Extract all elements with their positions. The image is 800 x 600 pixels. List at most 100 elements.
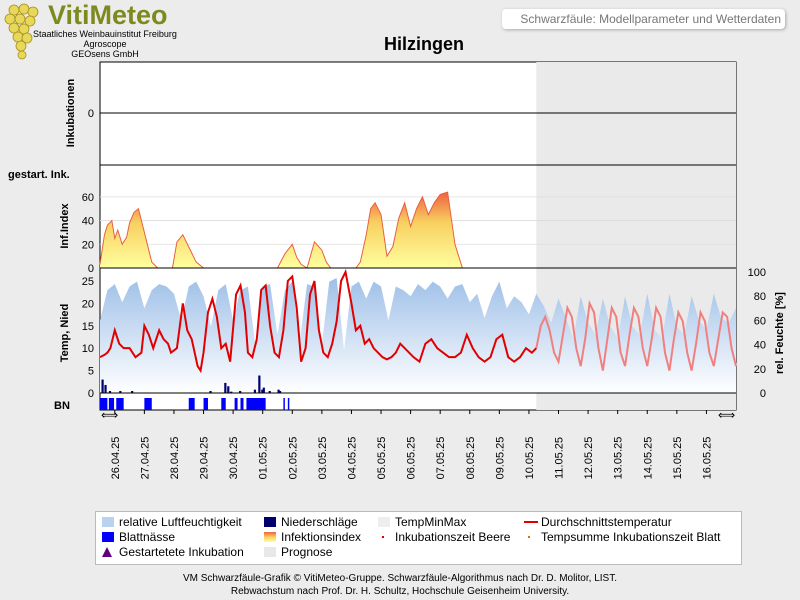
x-tick-label: 01.05.25 — [258, 437, 270, 480]
humidity-tick-label: 20 — [754, 364, 766, 376]
legend-label: Prognose — [281, 545, 333, 559]
leaf-wetness-label: BN — [54, 400, 70, 412]
x-tick-label: 04.05.25 — [346, 437, 358, 480]
scroll-left-arrow: ⟺ — [101, 408, 118, 422]
precipitation-bar — [262, 387, 265, 393]
x-tick-label: 12.05.25 — [583, 437, 595, 480]
footer-line-1: VM Schwarzfäule-Grafik © VitiMeteo-Grupp… — [182, 573, 617, 584]
x-tick-label: 15.05.25 — [672, 437, 684, 480]
legend-label: Niederschläge — [281, 515, 358, 529]
footer: VM Schwarzfäule-Grafik © VitiMeteo-Grupp… — [0, 572, 800, 598]
legend-label: Tempsumme Inkubationszeit Blatt — [541, 530, 721, 544]
legend-label: Durchschnittstemperatur — [541, 515, 672, 529]
triangle-icon — [102, 547, 112, 557]
temp-tick-label: 0 — [88, 388, 94, 400]
x-tick-label: 07.05.25 — [435, 437, 447, 480]
x-tick-label: 16.05.25 — [701, 437, 713, 480]
x-tick-label: 03.05.25 — [317, 437, 329, 480]
infection-tick-label: 20 — [82, 239, 94, 251]
precipitation-bar — [230, 391, 233, 393]
x-tick-label: 26.04.25 — [110, 437, 122, 480]
infection-index-area — [100, 192, 544, 268]
brand-line-2: Agroscope — [83, 39, 127, 49]
infection-tick-label: 40 — [82, 216, 94, 228]
temp-tick-label: 10 — [82, 343, 94, 355]
incubation-tick-label: 0 — [88, 108, 94, 120]
leaf-wetness-bar — [203, 398, 208, 410]
legend-label: Infektionsindex — [281, 530, 362, 544]
chart-area: 0 Inkubationen gestart. Ink. 0 20 40 60 Inf.Ind… — [8, 61, 786, 480]
precipitation-bar — [278, 390, 282, 393]
precipitation-bar — [239, 390, 242, 393]
started-incubation-label: gestart. Ink. — [8, 169, 70, 181]
legend-label: Gestartetete Inkubation — [119, 545, 244, 559]
x-tick-label: 02.05.25 — [287, 437, 299, 480]
precipitation-bar — [108, 390, 112, 393]
humidity-tick-label: 0 — [760, 388, 766, 400]
infection-axis-label: Inf.Index — [59, 203, 71, 249]
x-tick-label: 29.04.25 — [199, 437, 211, 480]
humidity-tick-label: 40 — [754, 340, 766, 352]
infection-index-line — [99, 191, 544, 269]
brand-line-1: Staatliches Weinbauinstitut Freiburg — [33, 29, 177, 39]
x-tick-label: 11.05.25 — [554, 437, 566, 479]
precipitation-bar — [261, 389, 264, 393]
legend-dot-swatch — [528, 536, 530, 538]
subtitle-box: Schwarzfäule: Modellparameter und Wetter… — [502, 9, 785, 29]
humidity-tick-label: 80 — [754, 291, 766, 303]
leaf-wetness-bar — [188, 398, 195, 410]
grape-logo-icon — [4, 3, 39, 60]
precipitation-bar — [268, 390, 271, 393]
precipitation-bar — [227, 386, 230, 393]
precipitation-bar — [101, 379, 104, 393]
legend-line-swatch — [524, 521, 538, 523]
precipitation-bar — [119, 390, 122, 393]
precipitation-bar — [224, 382, 227, 393]
precipitation-bar — [104, 384, 107, 393]
humidity-area — [100, 278, 736, 393]
legend-swatch — [102, 517, 114, 527]
footer-line-2: Rebwachstum nach Prof. Dr. H. Schultz, H… — [230, 586, 570, 597]
x-tick-label: 06.05.25 — [406, 437, 418, 480]
legend-label: TempMinMax — [395, 515, 467, 529]
legend-label: Inkubationszeit Beere — [395, 530, 511, 544]
chart-title: Hilzingen — [384, 34, 464, 54]
average-temperature-line — [99, 268, 538, 374]
leaf-wetness-bar — [100, 398, 108, 410]
brand-line-3: GEOsens GmbH — [71, 49, 139, 59]
x-tick-label: 08.05.25 — [465, 437, 477, 480]
humidity-axis-label: rel. Feuchte [%] — [774, 292, 786, 374]
temp-minmax-line — [535, 299, 737, 371]
leaf-wetness-bar — [240, 398, 244, 410]
temp-tick-label: 20 — [82, 298, 94, 310]
brand-name: VitiMeteo — [48, 0, 168, 30]
leaf-wetness-bar — [221, 398, 226, 410]
temp-tick-label: 15 — [82, 321, 94, 333]
x-tick-label: 09.05.25 — [494, 437, 506, 480]
legend-swatch — [264, 517, 276, 527]
precipitation-bar — [277, 389, 280, 393]
leaf-wetness-bar — [116, 398, 124, 410]
x-tick-label: 14.05.25 — [642, 437, 654, 480]
humidity-tick-label: 60 — [754, 315, 766, 327]
leaf-wetness-bar — [144, 398, 152, 410]
legend-label: relative Luftfeuchtigkeit — [119, 515, 242, 529]
humidity-tick-label: 100 — [748, 267, 766, 279]
legend-swatch — [264, 547, 276, 557]
legend-label: Blattnässe — [119, 530, 176, 544]
x-tick-label: 13.05.25 — [613, 437, 625, 480]
precipitation-bar — [131, 390, 134, 393]
precipitation-bar — [258, 375, 261, 393]
legend-swatch — [102, 532, 114, 542]
x-tick-label: 10.05.25 — [524, 437, 536, 480]
leaf-wetness-bar — [246, 398, 266, 410]
temp-tick-label: 5 — [88, 366, 94, 378]
infection-tick-label: 0 — [88, 263, 94, 275]
x-tick-label: 30.04.25 — [228, 437, 240, 480]
x-tick-label: 28.04.25 — [169, 437, 181, 480]
leaf-wetness-bar — [287, 398, 290, 410]
precipitation-bar — [253, 389, 257, 393]
temp-tick-label: 25 — [82, 276, 94, 288]
x-tick-label: 05.05.25 — [376, 437, 388, 480]
leaf-wetness-bar — [283, 398, 285, 410]
